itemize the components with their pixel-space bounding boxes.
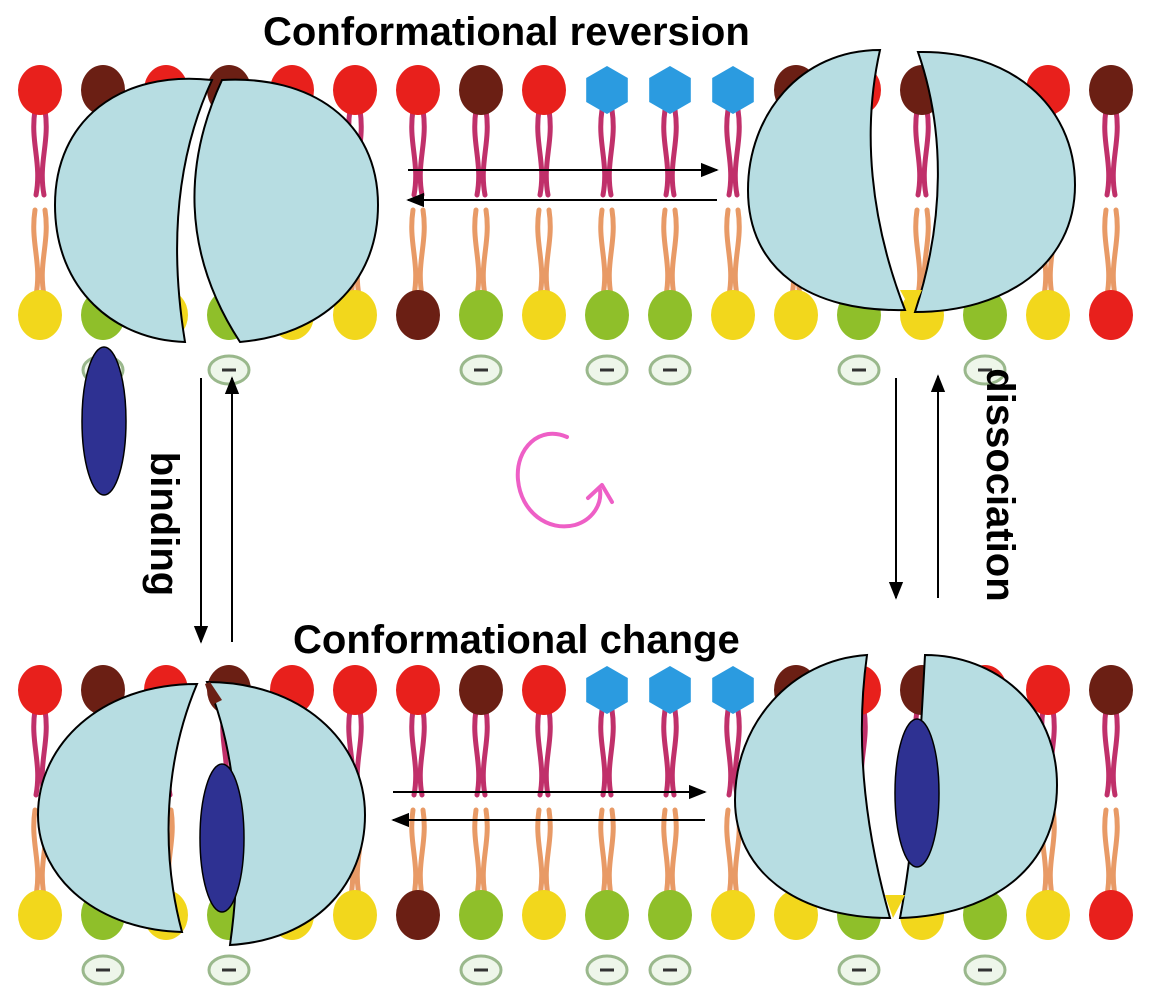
lipid-head — [459, 65, 503, 115]
lipid-tail — [472, 107, 490, 198]
label-conformational-reversion: Conformational reversion — [263, 10, 750, 54]
lipid-head — [459, 890, 503, 940]
lipid-head — [522, 665, 566, 715]
lipid-tail — [409, 707, 427, 798]
lipid-tail — [598, 207, 616, 298]
lipid-tail — [472, 707, 490, 798]
lipid-tail — [1102, 707, 1120, 798]
lipid-head — [1089, 290, 1133, 340]
lipid-head — [333, 665, 377, 715]
transporter-bottom-left — [36, 680, 367, 947]
lipid-tail — [535, 207, 553, 298]
lipid-head — [711, 290, 755, 340]
lipid-head — [711, 890, 755, 940]
lipid-head — [18, 65, 62, 115]
ligand-bound-bottom-right — [894, 718, 940, 868]
lipid-tail — [535, 807, 553, 898]
lipid-head — [648, 290, 692, 340]
transporter-top-right — [746, 48, 1077, 314]
lipid-head — [333, 890, 377, 940]
lipid-tail — [1102, 107, 1120, 198]
lipid-head — [396, 65, 440, 115]
lipid-head — [396, 890, 440, 940]
lipid-head — [774, 290, 818, 340]
label-dissociation: dissociation — [978, 368, 1022, 602]
lipid-head — [18, 290, 62, 340]
lipid-tail — [661, 207, 679, 298]
lipid-tail — [1102, 807, 1120, 898]
transporter-bottom-right — [733, 653, 1059, 920]
lipid-head — [1026, 665, 1070, 715]
lipid-tail — [535, 107, 553, 198]
lipid-tail — [1102, 207, 1120, 298]
lipid-head — [333, 65, 377, 115]
lipid-tail — [409, 807, 427, 898]
glycolipid-head — [649, 666, 691, 714]
lipid-head — [522, 290, 566, 340]
lipid-tail — [409, 207, 427, 298]
lipid-head — [459, 290, 503, 340]
lipid-head — [1026, 290, 1070, 340]
lipid-head — [1026, 890, 1070, 940]
lipid-head — [585, 890, 629, 940]
lipid-tail — [598, 707, 616, 798]
lipid-tail — [535, 707, 553, 798]
lipid-head — [459, 665, 503, 715]
glycolipid-head — [586, 66, 628, 114]
lipid-tail — [661, 107, 679, 198]
clockwise-cycle-icon — [515, 431, 603, 529]
lipid-tail — [31, 107, 49, 198]
transporter-top-left — [53, 77, 380, 344]
lipid-head — [1089, 65, 1133, 115]
lipid-head — [333, 290, 377, 340]
lipid-head — [1089, 890, 1133, 940]
lipid-tail — [472, 207, 490, 298]
lipid-tail — [724, 107, 742, 198]
lipid-tail — [913, 107, 931, 198]
lipid-tail — [598, 807, 616, 898]
lipid-head — [585, 290, 629, 340]
glycolipid-head — [649, 66, 691, 114]
label-binding: binding — [142, 451, 186, 597]
lipid-tail — [31, 207, 49, 298]
label-conformational-change: Conformational change — [293, 618, 740, 662]
lipid-head — [648, 890, 692, 940]
lipid-tail — [472, 807, 490, 898]
lipid-tail — [661, 807, 679, 898]
lipid-tail — [409, 107, 427, 198]
lipid-head — [18, 665, 62, 715]
lipid-head — [18, 890, 62, 940]
lipid-head — [522, 65, 566, 115]
lipid-tail — [598, 107, 616, 198]
ligand-bound-bottom-left — [199, 763, 245, 913]
ligand-free — [81, 346, 127, 496]
cycle-arrowhead — [586, 483, 614, 504]
lipid-head — [522, 890, 566, 940]
glycolipid-head — [712, 666, 754, 714]
lipid-head — [1089, 665, 1133, 715]
lipid-tail — [724, 207, 742, 298]
lipid-head — [396, 665, 440, 715]
glycolipid-head — [712, 66, 754, 114]
lipid-tail — [661, 707, 679, 798]
lipid-head — [396, 290, 440, 340]
glycolipid-head — [586, 666, 628, 714]
